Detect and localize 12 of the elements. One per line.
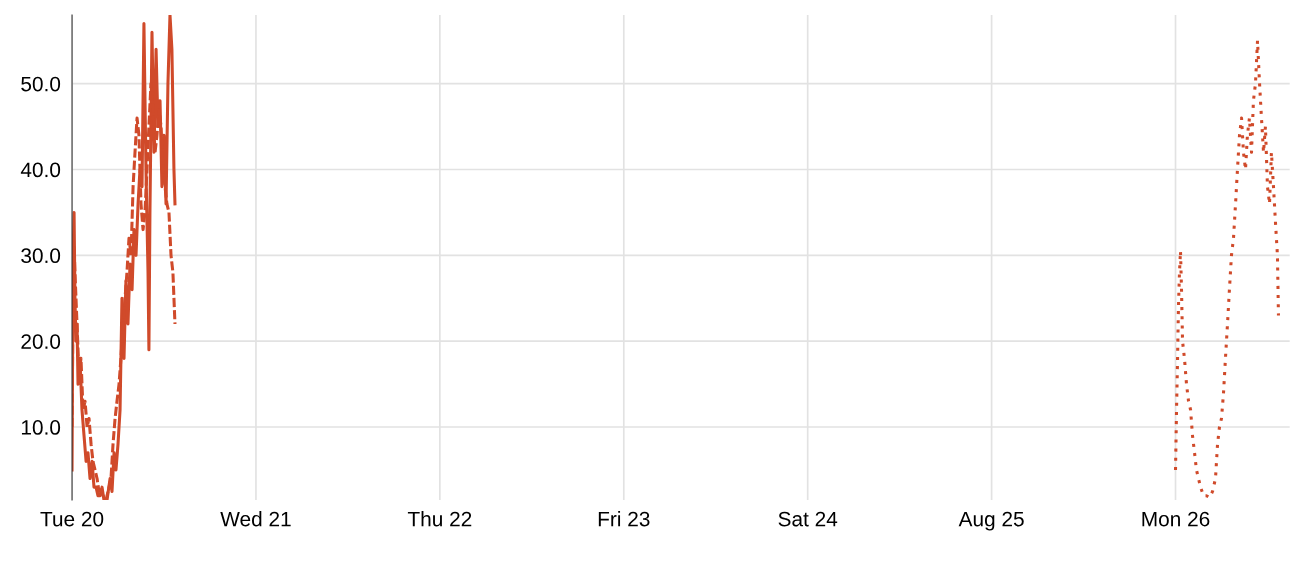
y-tick-label: 30.0 <box>21 248 61 264</box>
y-tick-label: 10.0 <box>21 420 61 435</box>
y-tick-label: 50.0 <box>21 76 61 92</box>
x-tick-label: Wed 21 <box>220 511 291 527</box>
x-tick-label: Aug 25 <box>958 511 1024 531</box>
x-tick-label: Fri 23 <box>598 511 650 527</box>
x-tick-label: Tue 20 <box>40 511 104 527</box>
x-tick-label: Thu 22 <box>407 511 472 527</box>
x-tick-label: Sat 24 <box>778 511 838 527</box>
y-tick-label: 40.0 <box>20 162 61 178</box>
x-tick-label: Mon 26 <box>1142 511 1210 527</box>
y-tick-label: 20.0 <box>21 334 61 349</box>
